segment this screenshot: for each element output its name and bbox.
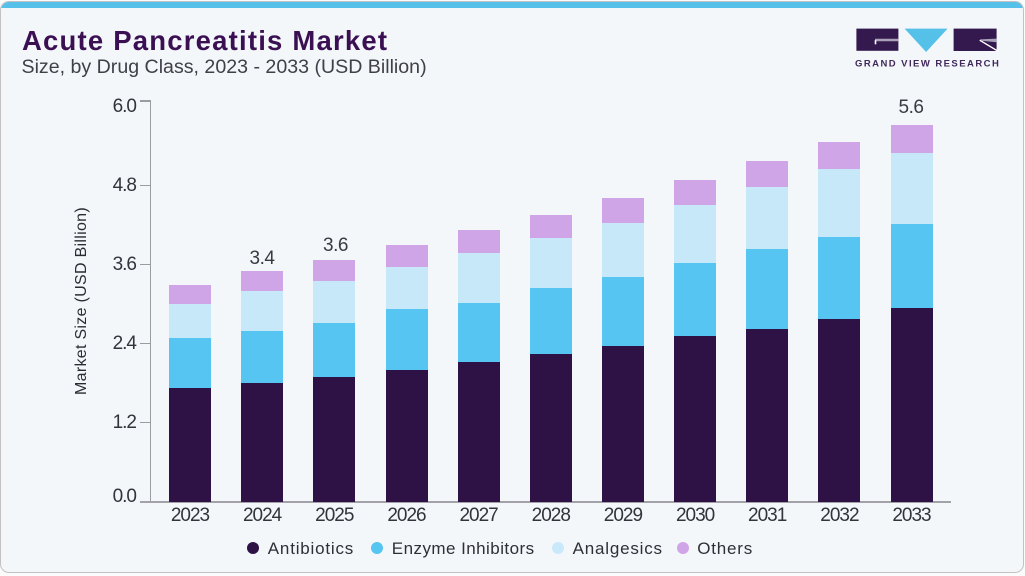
svg-text:GRAND VIEW RESEARCH: GRAND VIEW RESEARCH: [855, 59, 1000, 70]
